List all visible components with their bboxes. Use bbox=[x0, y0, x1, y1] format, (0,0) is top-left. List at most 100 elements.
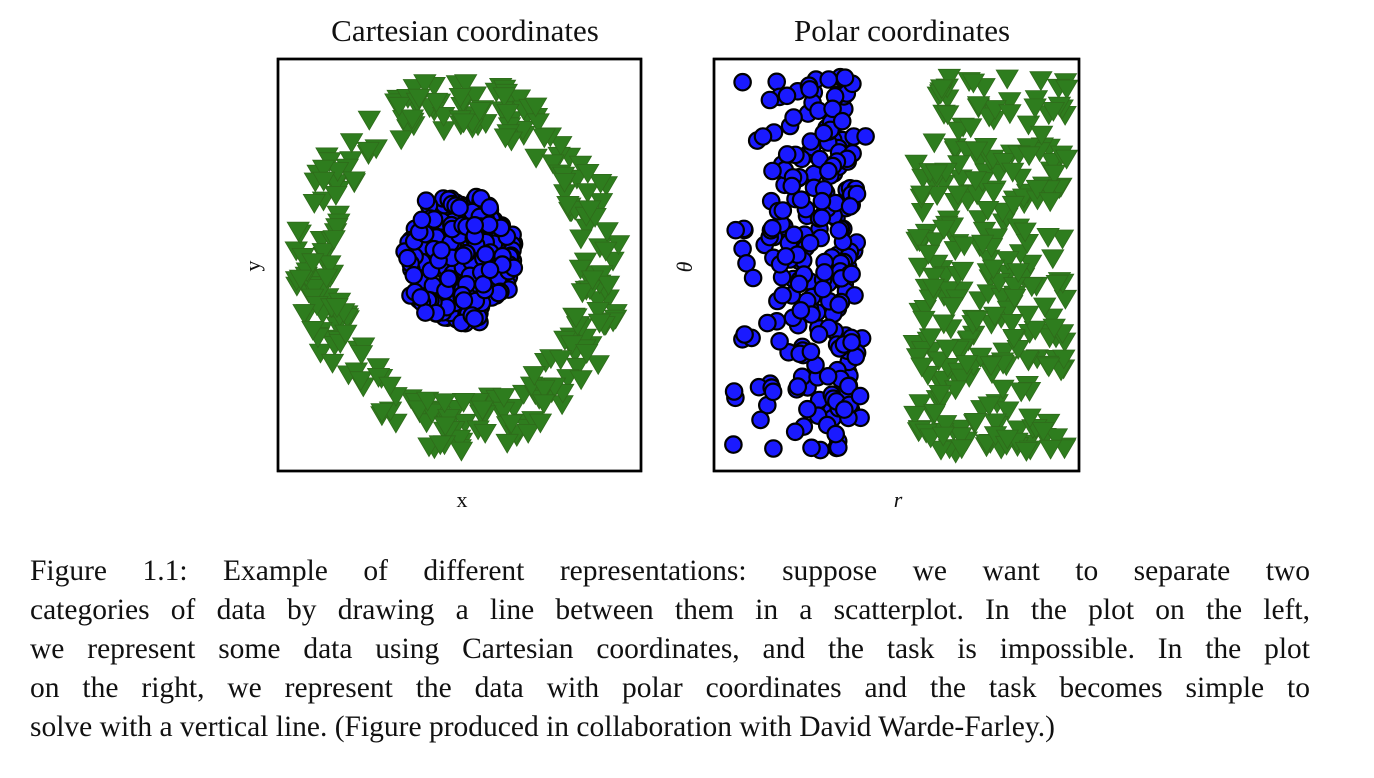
green-triangle-point bbox=[473, 423, 497, 444]
green-triangle-point bbox=[454, 74, 478, 95]
blue-circle-point bbox=[404, 265, 424, 285]
green-triangle-point bbox=[928, 384, 952, 405]
blue-circle-point bbox=[782, 176, 802, 196]
blue-circle-point bbox=[814, 123, 833, 143]
green-triangle-point bbox=[569, 229, 593, 250]
blue-circle-point bbox=[798, 399, 817, 419]
blue-circle-point bbox=[784, 108, 803, 127]
green-triangle-point bbox=[937, 68, 961, 89]
green-triangle-point bbox=[389, 130, 413, 151]
green-triangle-point bbox=[918, 328, 943, 349]
green-triangle-point bbox=[528, 413, 553, 434]
green-triangle-point bbox=[575, 344, 599, 364]
green-triangle-point bbox=[924, 164, 949, 185]
green-triangle-point bbox=[1055, 79, 1079, 100]
green-triangle-point bbox=[995, 429, 1020, 450]
blue-circle-point bbox=[763, 382, 783, 402]
green-triangle-point bbox=[907, 257, 932, 278]
green-triangle-point bbox=[357, 110, 381, 131]
green-triangle-point bbox=[356, 141, 380, 162]
green-triangle-point bbox=[349, 345, 374, 366]
green-triangle-point bbox=[595, 222, 619, 243]
green-triangle-point bbox=[586, 355, 610, 376]
green-triangle-point bbox=[992, 342, 1016, 363]
green-triangle-point bbox=[921, 278, 946, 299]
green-triangle-point bbox=[415, 391, 440, 412]
green-triangle-point bbox=[576, 163, 600, 184]
blue-circle-point bbox=[763, 161, 782, 181]
green-triangle-point bbox=[492, 388, 516, 408]
caption-line: on the right, we represent the data with… bbox=[30, 672, 1310, 704]
green-triangle-point bbox=[961, 73, 986, 94]
green-triangle-point bbox=[387, 96, 411, 117]
green-triangle-point bbox=[570, 283, 595, 304]
green-triangle-point bbox=[906, 229, 931, 249]
blue-circle-point bbox=[733, 72, 752, 92]
green-triangle-point bbox=[1041, 249, 1065, 270]
caption-line: we represent some data using Cartesian c… bbox=[30, 633, 1310, 665]
green-triangle-point bbox=[1018, 408, 1042, 429]
green-triangle-point bbox=[1001, 195, 1026, 216]
blue-circle-point bbox=[760, 90, 780, 110]
green-triangle-point bbox=[407, 88, 431, 109]
green-triangle-point bbox=[1029, 71, 1053, 92]
green-triangle-point bbox=[971, 234, 995, 255]
green-triangle-point bbox=[1050, 229, 1075, 250]
green-triangle-point bbox=[587, 313, 612, 334]
polar-points bbox=[724, 67, 1079, 464]
green-triangle-point bbox=[950, 439, 974, 460]
green-triangle-point bbox=[1044, 428, 1069, 449]
green-triangle-point bbox=[933, 415, 958, 435]
blue-circle-point bbox=[762, 218, 782, 238]
blue-circle-point bbox=[726, 220, 745, 240]
green-triangle-point bbox=[976, 200, 1000, 221]
green-triangle-point bbox=[950, 261, 975, 282]
green-triangle-point bbox=[1006, 263, 1030, 284]
caption-line: Figure 1.1: Example of different represe… bbox=[30, 555, 1310, 587]
blue-circle-point bbox=[818, 366, 838, 386]
blue-circle-point bbox=[398, 248, 417, 268]
green-triangle-point bbox=[931, 426, 955, 447]
green-triangle-point bbox=[952, 236, 976, 257]
green-triangle-point bbox=[912, 310, 936, 331]
blue-circle-point bbox=[776, 247, 796, 266]
green-triangle-point bbox=[288, 269, 313, 290]
blue-circle-point bbox=[724, 382, 744, 401]
blue-circle-point bbox=[767, 72, 786, 92]
green-triangle-point bbox=[998, 104, 1022, 125]
green-triangle-point bbox=[586, 301, 610, 322]
green-triangle-point bbox=[949, 427, 973, 448]
blue-circle-point bbox=[812, 191, 832, 211]
green-triangle-point bbox=[588, 173, 613, 194]
green-triangle-point bbox=[1000, 313, 1024, 334]
blue-circle-point bbox=[791, 190, 811, 209]
green-triangle-point bbox=[431, 107, 456, 127]
green-triangle-point bbox=[1002, 328, 1026, 349]
green-triangle-point bbox=[580, 270, 605, 291]
polar-x-label: r bbox=[894, 487, 903, 512]
blue-circle-point bbox=[800, 233, 820, 253]
green-triangle-point bbox=[325, 218, 349, 239]
blue-circle-point bbox=[826, 424, 845, 444]
green-triangle-point bbox=[549, 136, 573, 156]
green-triangle-point bbox=[990, 202, 1015, 223]
green-triangle-point bbox=[910, 185, 934, 206]
green-triangle-point bbox=[311, 243, 335, 263]
blue-circle-point bbox=[758, 313, 777, 333]
green-triangle-point bbox=[1037, 357, 1061, 378]
green-triangle-point bbox=[302, 193, 326, 214]
green-triangle-point bbox=[1038, 439, 1063, 460]
figure: Cartesian coordinates x y Polar coordina… bbox=[240, 13, 1081, 512]
blue-circle-point bbox=[454, 291, 474, 310]
green-triangle-point bbox=[516, 423, 540, 444]
green-triangle-point bbox=[1038, 192, 1062, 213]
green-triangle-point bbox=[308, 343, 333, 364]
green-triangle-point bbox=[322, 230, 346, 251]
green-triangle-point bbox=[1002, 277, 1027, 297]
blue-circle-point bbox=[819, 161, 838, 181]
green-triangle-point bbox=[981, 259, 1006, 280]
green-triangle-point bbox=[1020, 277, 1044, 298]
green-triangle-point bbox=[301, 253, 325, 274]
green-triangle-point bbox=[1016, 115, 1041, 136]
blue-circle-point bbox=[785, 422, 805, 442]
